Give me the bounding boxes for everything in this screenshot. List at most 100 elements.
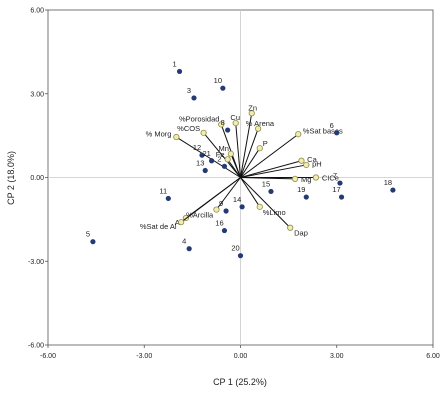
vector-tip	[227, 150, 234, 157]
y-tick-label: -3.00	[28, 259, 44, 266]
vector-line	[240, 177, 296, 180]
vector-label: Ca	[307, 155, 317, 164]
vector-tip	[256, 203, 263, 210]
observation-point	[176, 68, 183, 75]
observation-label: 21	[202, 149, 210, 158]
vector-line	[216, 177, 241, 210]
vector-label: % Morg	[146, 129, 172, 138]
vector-line	[240, 133, 299, 178]
vector-label: Fe	[216, 150, 225, 159]
vector-tip	[200, 129, 207, 136]
observation-label: 7	[333, 171, 337, 180]
vector-line	[240, 147, 261, 178]
vector-tip	[255, 125, 262, 132]
observation-point	[209, 158, 215, 164]
observation-label: 18	[384, 178, 392, 187]
vector-line	[240, 160, 302, 178]
observation-label: 3	[187, 86, 191, 95]
x-axis-title: CP 1 (25.2%)	[213, 377, 267, 387]
observation-point	[303, 194, 309, 200]
observation-point	[186, 246, 192, 252]
observation-point	[338, 194, 345, 200]
vector-label: CICe	[322, 174, 339, 183]
vector-tip	[291, 175, 299, 182]
vector-line	[240, 128, 259, 178]
observation-label: 19	[297, 185, 305, 194]
vector-line	[176, 136, 241, 178]
observation-label: 15	[262, 179, 270, 188]
vector-label: % Arena	[246, 119, 275, 128]
observation-label: 11	[159, 186, 167, 195]
observation-point	[390, 187, 396, 193]
observation-label: 9	[219, 199, 223, 208]
vector-tip	[295, 131, 302, 138]
y-axis-ticks: -6.00 -3.00 0.00 3.00 6.00	[28, 8, 48, 350]
x-tick-label: -3.00	[136, 353, 152, 360]
vector-tip	[298, 157, 305, 164]
vector-tip	[178, 219, 185, 226]
observation-label: 2	[217, 154, 221, 163]
vector-tip	[224, 156, 231, 163]
observation-label: 5	[86, 230, 90, 239]
vector-line	[230, 153, 241, 178]
vector-tip	[232, 119, 239, 127]
x-tick-label: 6.00	[426, 353, 440, 360]
observation-label: 8	[221, 118, 225, 127]
vector-line	[227, 159, 241, 178]
vector-line	[240, 177, 261, 208]
observation-point	[223, 208, 229, 214]
observation-point	[337, 180, 343, 186]
vector-label: pH	[312, 160, 322, 169]
x-tick-label: 3.00	[330, 353, 344, 360]
y-tick-label: 3.00	[30, 91, 44, 98]
observation-label: 13	[196, 159, 204, 168]
vector-label: P	[263, 139, 268, 148]
x-axis-ticks: -6.00 -3.00 0.00 3.00 6.00	[40, 345, 440, 360]
vector-line	[240, 177, 291, 229]
vector-tip	[173, 133, 180, 141]
vector-label: %COS	[177, 124, 200, 133]
observation-label: 4	[182, 237, 186, 246]
observation-point	[191, 95, 197, 101]
vector-line	[240, 113, 253, 178]
observation-point	[220, 85, 226, 91]
vector-label: %Sat de Al	[140, 222, 177, 231]
variable-vectors: %Porosidad%COS % Morg Cu Zn % Arena %Sat base…	[140, 103, 343, 237]
observation-label: 14	[233, 195, 241, 204]
vector-label: Zn	[248, 103, 257, 112]
vector-line	[240, 164, 307, 178]
observation-point	[225, 127, 231, 133]
vector-label: %Limo	[263, 208, 286, 217]
vector-tip	[218, 121, 225, 128]
observation-label: 6	[330, 121, 334, 130]
vector-line	[235, 123, 241, 178]
observation-label: 16	[215, 219, 223, 228]
observation-label: 12	[193, 143, 201, 152]
vector-label: Cu	[230, 113, 240, 122]
vector-label: Mg	[301, 175, 311, 184]
vector-label: Mn	[218, 144, 228, 153]
vector-tip	[248, 110, 255, 117]
observation-point	[165, 195, 171, 202]
y-tick-label: 0.00	[30, 175, 44, 182]
observation-point	[202, 167, 208, 174]
y-tick-label: -6.00	[28, 343, 44, 350]
observation-label: 20	[231, 244, 239, 253]
vector-tip	[256, 145, 263, 152]
y-axis-title: CP 2 (18.0%)	[6, 151, 16, 205]
observation-label: 10	[214, 76, 222, 85]
vector-label: Dap	[294, 228, 308, 237]
observation-label: 17	[332, 185, 340, 194]
x-tick-label: -6.00	[40, 353, 56, 360]
observation-point	[221, 163, 228, 169]
y-tick-label: 6.00	[30, 8, 44, 15]
vector-tip	[213, 206, 220, 213]
observation-point	[239, 204, 245, 210]
vector-tip	[287, 224, 294, 231]
observation-label: 1	[172, 59, 176, 68]
x-tick-label: 0.00	[234, 353, 248, 360]
vector-line	[203, 132, 241, 178]
observation-point	[334, 130, 340, 136]
